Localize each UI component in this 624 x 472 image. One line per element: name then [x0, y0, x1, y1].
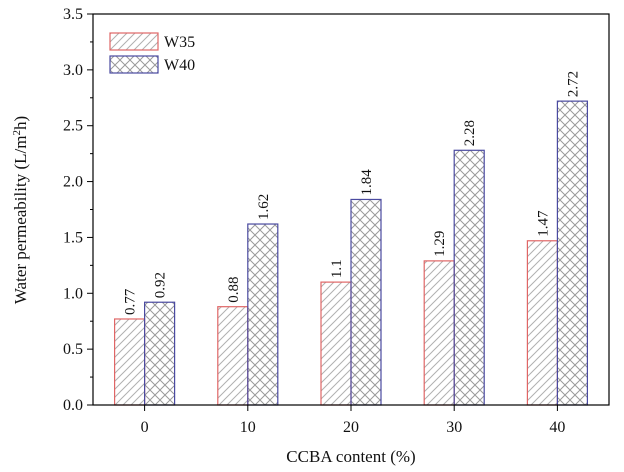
bars-layer [113, 100, 589, 406]
bar-w35-0 [113, 318, 146, 406]
bar-w35-30 [423, 260, 455, 406]
y-tick-label: 2.0 [63, 174, 83, 191]
y-tick-label: 2.5 [63, 118, 83, 135]
x-tick-label: 20 [343, 419, 359, 436]
y-tick-label: 0.5 [63, 341, 83, 358]
y-axis: 0.0 0.5 1.0 1.5 2.0 2.5 3.0 3.5 [63, 6, 93, 414]
data-label-w35-40: 1.47 [535, 210, 551, 237]
legend-label-w35: W35 [164, 34, 195, 51]
y-tick-label: 0.0 [63, 397, 83, 414]
x-tick-label: 40 [549, 419, 565, 436]
data-labels-layer: 0.77 0.92 0.88 1.62 1.1 1.84 1.29 2.28 1.47 2.72 [123, 71, 582, 315]
y-axis-title-sup: 2 [11, 130, 23, 136]
legend-swatch-w35 [109, 32, 159, 51]
y-axis-title-main: Water permeability (L/m [11, 136, 30, 305]
data-label-w35-0: 0.77 [123, 288, 139, 315]
bar-w35-10 [217, 306, 249, 406]
data-label-w40-30: 2.28 [462, 120, 478, 146]
y-tick-label: 1.0 [63, 285, 83, 302]
y-axis-title: Water permeability (L/m2h) [11, 116, 30, 304]
bar-w40-40 [556, 100, 589, 406]
y-tick-label: 3.0 [63, 62, 83, 79]
data-label-w35-10: 0.88 [226, 276, 242, 302]
y-tick-label: 3.5 [63, 6, 83, 23]
data-label-w35-30: 1.29 [432, 231, 448, 257]
bar-w35-20 [320, 281, 352, 406]
bar-w40-30 [453, 149, 485, 406]
data-label-w40-20: 1.84 [359, 169, 375, 196]
x-axis: 0 10 20 30 40 [141, 405, 565, 436]
y-tick-label: 1.5 [63, 229, 83, 246]
legend-swatch-w40 [109, 55, 159, 74]
data-label-w35-20: 1.1 [329, 259, 345, 278]
bar-w40-10 [247, 223, 279, 406]
x-tick-label: 0 [141, 419, 149, 436]
legend-label-w40: W40 [164, 57, 195, 74]
data-label-w40-0: 0.92 [153, 272, 169, 298]
legend: W35 W40 [109, 32, 195, 74]
x-tick-label: 10 [240, 419, 256, 436]
bar-w40-20 [350, 198, 382, 406]
data-label-w40-10: 1.62 [256, 194, 272, 220]
bar-w40-0 [144, 301, 176, 406]
bar-w35-40 [526, 240, 559, 406]
data-label-w40-40: 2.72 [565, 71, 581, 97]
x-axis-title: CCBA content (%) [286, 447, 415, 466]
x-tick-label: 30 [446, 419, 462, 436]
y-axis-title-end: h) [11, 116, 30, 130]
